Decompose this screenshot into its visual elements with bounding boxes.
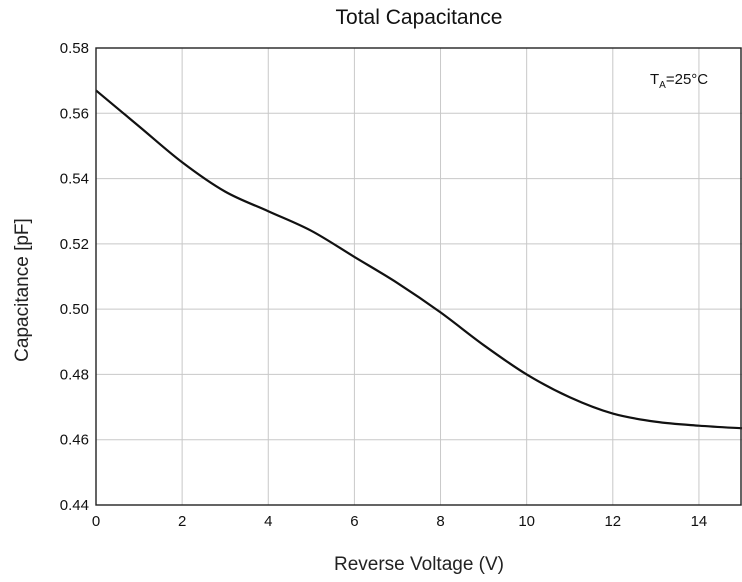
y-tick-label: 0.50 <box>60 301 89 318</box>
plot-frame <box>95 47 742 506</box>
x-axis-label: Reverse Voltage (V) <box>334 554 504 575</box>
capacitance-curve <box>95 89 742 430</box>
x-tick-label: 6 <box>350 513 358 530</box>
y-tick-label: 0.46 <box>60 432 89 449</box>
y-tick-label: 0.54 <box>60 171 89 188</box>
y-tick-label: 0.58 <box>60 40 89 57</box>
x-tick-label: 2 <box>178 513 186 530</box>
temperature-annotation: TA=25°C <box>650 71 708 91</box>
y-tick-label: 0.44 <box>60 497 89 514</box>
x-axis-ticks: 0 2 4 6 8 10 12 14 <box>92 513 707 530</box>
annotation-main: T <box>650 71 659 88</box>
y-tick-label: 0.52 <box>60 236 89 253</box>
annotation-subscript: A <box>659 80 666 91</box>
y-tick-label: 0.48 <box>60 366 89 383</box>
y-axis-label: Capacitance [pF] <box>12 218 33 362</box>
series-layer <box>95 89 742 430</box>
x-tick-label: 14 <box>691 513 708 530</box>
chart-title: Total Capacitance <box>336 6 503 29</box>
y-axis-ticks: 0.44 0.46 0.48 0.50 0.52 0.54 0.56 0.58 <box>60 40 89 514</box>
x-tick-label: 8 <box>436 513 444 530</box>
y-tick-label: 0.56 <box>60 105 89 122</box>
x-tick-label: 0 <box>92 513 100 530</box>
x-tick-label: 12 <box>604 513 621 530</box>
x-tick-label: 10 <box>518 513 535 530</box>
grid <box>95 47 742 506</box>
annotation-rest: =25°C <box>666 71 708 88</box>
x-tick-label: 4 <box>264 513 272 530</box>
